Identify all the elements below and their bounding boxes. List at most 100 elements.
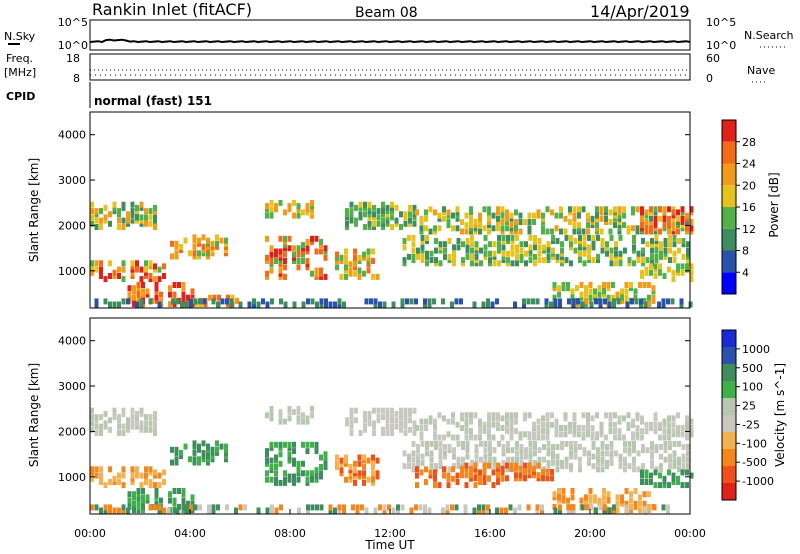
heatmap-cell bbox=[99, 414, 103, 421]
heatmap-cell bbox=[372, 420, 376, 427]
heatmap-cell bbox=[680, 222, 685, 229]
heatmap-cell bbox=[464, 466, 469, 473]
heatmap-cell bbox=[603, 298, 607, 305]
heatmap-cell bbox=[566, 497, 570, 504]
heatmap-cell bbox=[192, 243, 197, 250]
heatmap-cell bbox=[524, 453, 528, 460]
heatmap-cell bbox=[625, 301, 630, 308]
heatmap-cell bbox=[403, 417, 408, 424]
heatmap-cell bbox=[630, 298, 634, 305]
heatmap-cell bbox=[424, 209, 428, 216]
heatmap-cell bbox=[438, 241, 443, 248]
heatmap-cell bbox=[452, 253, 456, 260]
heatmap-cell bbox=[587, 244, 591, 251]
heatmap-cell bbox=[501, 450, 506, 457]
heatmap-cell bbox=[216, 301, 220, 308]
heatmap-cell bbox=[626, 225, 631, 232]
heatmap-cell bbox=[301, 258, 305, 264]
heatmap-cell bbox=[363, 423, 367, 430]
heatmap-cell bbox=[363, 211, 367, 218]
heatmap-cell bbox=[620, 288, 624, 295]
heatmap-cell bbox=[301, 301, 306, 308]
heatmap-cell bbox=[460, 425, 464, 431]
heatmap-cell bbox=[464, 472, 469, 479]
heatmap-cell bbox=[402, 238, 407, 244]
heatmap-cell bbox=[127, 291, 132, 298]
heatmap-cell bbox=[555, 238, 560, 244]
heatmap-cell bbox=[130, 472, 135, 479]
heatmap-cell bbox=[103, 507, 108, 514]
heatmap-cell bbox=[612, 504, 616, 511]
heatmap-cell bbox=[441, 298, 445, 305]
heatmap-cell bbox=[157, 266, 162, 273]
heatmap-cell bbox=[353, 254, 357, 261]
heatmap-cell bbox=[287, 457, 292, 464]
heatmap-cell bbox=[310, 504, 315, 511]
heatmap-cell bbox=[469, 431, 473, 438]
heatmap-cell bbox=[569, 241, 573, 248]
heatmap-cell bbox=[552, 494, 557, 501]
heatmap-cell bbox=[139, 423, 144, 430]
heatmap-cell bbox=[603, 504, 607, 511]
heatmap-cell bbox=[599, 431, 604, 438]
heatmap-cell bbox=[265, 258, 269, 264]
heatmap-cell bbox=[99, 224, 103, 230]
heatmap-cell bbox=[624, 282, 629, 288]
heatmap-cell bbox=[514, 222, 518, 229]
heatmap-cell bbox=[533, 244, 537, 251]
heatmap-cell bbox=[99, 475, 103, 482]
heatmap-cell bbox=[403, 423, 408, 430]
heatmap-cell bbox=[509, 434, 514, 441]
heatmap-cell bbox=[375, 470, 380, 477]
heatmap-cell bbox=[136, 507, 141, 514]
heatmap-cell bbox=[342, 507, 346, 514]
heatmap-cell bbox=[506, 238, 510, 244]
heatmap-cell bbox=[121, 466, 126, 473]
heatmap-cell bbox=[481, 301, 486, 308]
heatmap-cell bbox=[396, 504, 400, 511]
heatmap-cell bbox=[349, 214, 354, 221]
heatmap-cell bbox=[314, 235, 319, 242]
heatmap-cell bbox=[99, 266, 103, 273]
heatmap-cell bbox=[552, 282, 557, 288]
heatmap-cell bbox=[390, 407, 394, 414]
heatmap-cell bbox=[671, 431, 676, 438]
heatmap-cell bbox=[473, 465, 478, 472]
heatmap-cell bbox=[528, 244, 533, 251]
heatmap-cell bbox=[366, 261, 371, 268]
heatmap-cell bbox=[296, 212, 301, 219]
heatmap-cell bbox=[496, 421, 500, 428]
heatmap-cell bbox=[608, 415, 613, 422]
heatmap-cell bbox=[527, 225, 532, 232]
heatmap-cell bbox=[446, 475, 451, 482]
heatmap-cell bbox=[625, 504, 630, 511]
heatmap-cell bbox=[130, 466, 135, 473]
heatmap-cell bbox=[174, 253, 179, 260]
heatmap-cell bbox=[292, 245, 296, 252]
heatmap-cell bbox=[99, 426, 103, 433]
heatmap-cell bbox=[523, 472, 527, 479]
heatmap-cell bbox=[478, 475, 482, 482]
heatmap-cell bbox=[349, 211, 354, 218]
heatmap-cell bbox=[595, 412, 599, 419]
heatmap-cell bbox=[605, 463, 609, 470]
heatmap-cell bbox=[314, 441, 319, 448]
heatmap-cell bbox=[296, 248, 301, 255]
heatmap-cell bbox=[474, 244, 479, 251]
heatmap-cell bbox=[658, 472, 662, 479]
heatmap-cell bbox=[310, 199, 314, 206]
heatmap-cell bbox=[456, 244, 461, 251]
heatmap-cell bbox=[587, 257, 591, 264]
heatmap-cell bbox=[261, 298, 265, 305]
heatmap-cell bbox=[103, 482, 108, 489]
heatmap-cell bbox=[641, 447, 645, 454]
heatmap-cell bbox=[117, 217, 121, 224]
heatmap-cell bbox=[445, 507, 450, 514]
heatmap-cell bbox=[425, 260, 429, 267]
nave-tick-top: 60 bbox=[706, 52, 720, 65]
heatmap-cell bbox=[671, 276, 676, 283]
heatmap-cell bbox=[490, 301, 495, 308]
heatmap-cell bbox=[658, 266, 662, 273]
heatmap-cell bbox=[177, 488, 181, 494]
